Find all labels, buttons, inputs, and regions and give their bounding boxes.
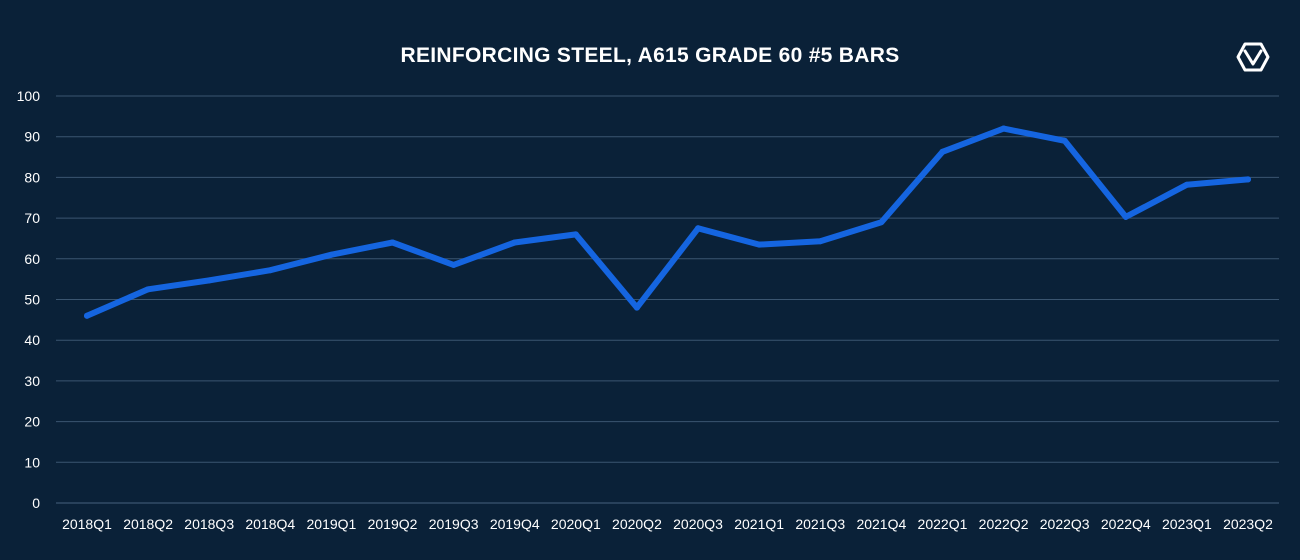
x-tick-label: 2020Q1 [551, 516, 601, 532]
y-tick-label: 90 [24, 129, 40, 145]
chart-title: REINFORCING STEEL, A615 GRADE 60 #5 BARS [400, 44, 900, 67]
data-point [145, 286, 152, 293]
data-point [633, 304, 640, 311]
data-point [1061, 137, 1068, 144]
series-line-0 [84, 125, 1251, 319]
data-point [1245, 176, 1251, 183]
data-point [878, 219, 885, 226]
data-point [206, 277, 213, 284]
x-tick-label: 2022Q4 [1101, 516, 1151, 532]
x-tick-label: 2022Q3 [1040, 516, 1090, 532]
data-point [572, 231, 579, 238]
x-tick-label: 2023Q2 [1223, 516, 1273, 532]
y-tick-label: 20 [24, 414, 40, 430]
x-tick-label: 2019Q1 [307, 516, 357, 532]
x-tick-label: 2022Q2 [979, 516, 1029, 532]
x-tick-label: 2021Q3 [795, 516, 845, 532]
data-point [695, 225, 702, 232]
x-tick-label: 2020Q3 [673, 516, 723, 532]
x-tick-label: 2018Q1 [62, 516, 112, 532]
brand-logo-icon [1236, 42, 1270, 72]
data-point [817, 238, 824, 245]
x-tick-label: 2021Q1 [734, 516, 784, 532]
y-tick-label: 10 [24, 454, 40, 470]
series-layer [84, 125, 1251, 319]
x-tick-label: 2018Q3 [184, 516, 234, 532]
data-point [450, 261, 457, 268]
y-tick-label: 40 [24, 332, 40, 348]
data-point [939, 148, 946, 155]
x-tick-label: 2019Q3 [429, 516, 479, 532]
x-tick-label: 2021Q4 [856, 516, 906, 532]
y-tick-label: 60 [24, 251, 40, 267]
x-tick-label: 2018Q2 [123, 516, 173, 532]
x-tick-label: 2020Q2 [612, 516, 662, 532]
x-axis-tick-labels: 2018Q1 2018Q2 2018Q3 2018Q4 2019Q1 2019Q2 2019… [62, 516, 1273, 532]
x-tick-label: 2019Q2 [368, 516, 418, 532]
y-tick-label: 0 [32, 495, 40, 511]
data-point [1122, 213, 1129, 220]
data-point [1183, 181, 1190, 188]
y-tick-label: 50 [24, 292, 40, 308]
y-axis-tick-labels: 0 10 20 30 40 50 60 70 80 90 100 [17, 88, 41, 511]
y-tick-label: 100 [17, 88, 41, 104]
data-point [389, 239, 396, 246]
x-tick-label: 2022Q1 [918, 516, 968, 532]
data-point [756, 241, 763, 248]
y-tick-label: 30 [24, 373, 40, 389]
y-tick-label: 70 [24, 210, 40, 226]
data-point [511, 239, 518, 246]
x-tick-label: 2019Q4 [490, 516, 540, 532]
y-tick-label: 80 [24, 169, 40, 185]
x-tick-label: 2018Q4 [245, 516, 295, 532]
x-tick-label: 2023Q1 [1162, 516, 1212, 532]
data-point [328, 251, 335, 258]
data-point [267, 267, 274, 274]
gridlines [56, 95, 1279, 504]
data-point [84, 312, 90, 319]
data-point [1000, 125, 1007, 132]
